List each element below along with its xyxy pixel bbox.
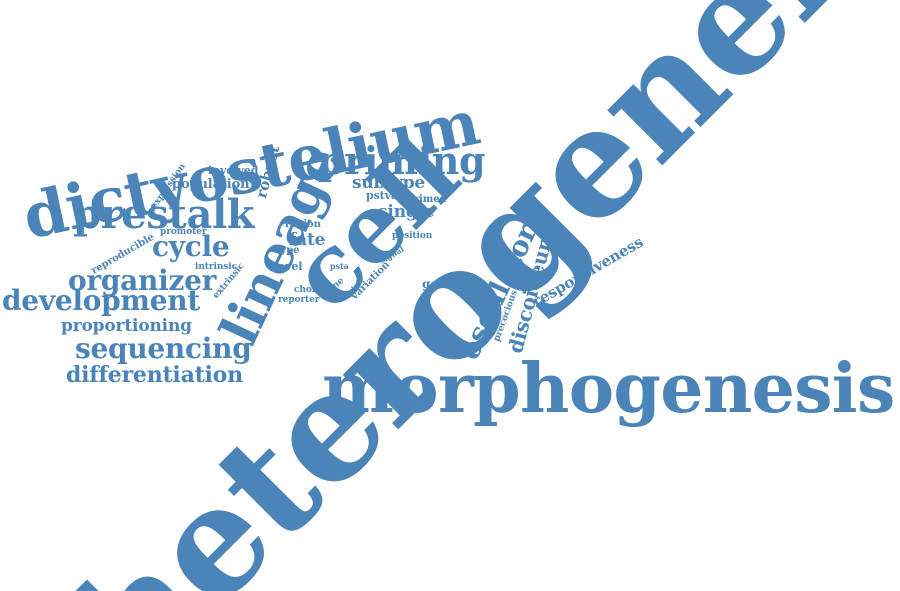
word-position: position — [392, 232, 432, 241]
word-primed: primed — [407, 195, 446, 205]
word-proportioning: proportioning — [61, 318, 192, 335]
word-promoter: promoter — [160, 228, 206, 237]
word-pstva: pstva — [366, 190, 398, 201]
word-generate: generate — [422, 278, 481, 290]
word-type: type — [276, 246, 299, 256]
word-morphogenesis: morphogenesis — [322, 355, 895, 423]
word-psta: psta — [330, 262, 349, 270]
word-single: single — [378, 204, 435, 221]
word-sequencing: sequencing — [75, 335, 252, 363]
word-region: region — [285, 220, 321, 230]
word-novel: novel — [270, 261, 302, 272]
word-cycle: cycle — [152, 233, 229, 261]
word-population: population — [172, 178, 249, 191]
word-differentiation: differentiation — [66, 364, 243, 386]
word-reporter: reporter — [278, 296, 319, 305]
word-involved: involved — [208, 165, 258, 176]
word-organizer: organizer — [68, 267, 216, 295]
